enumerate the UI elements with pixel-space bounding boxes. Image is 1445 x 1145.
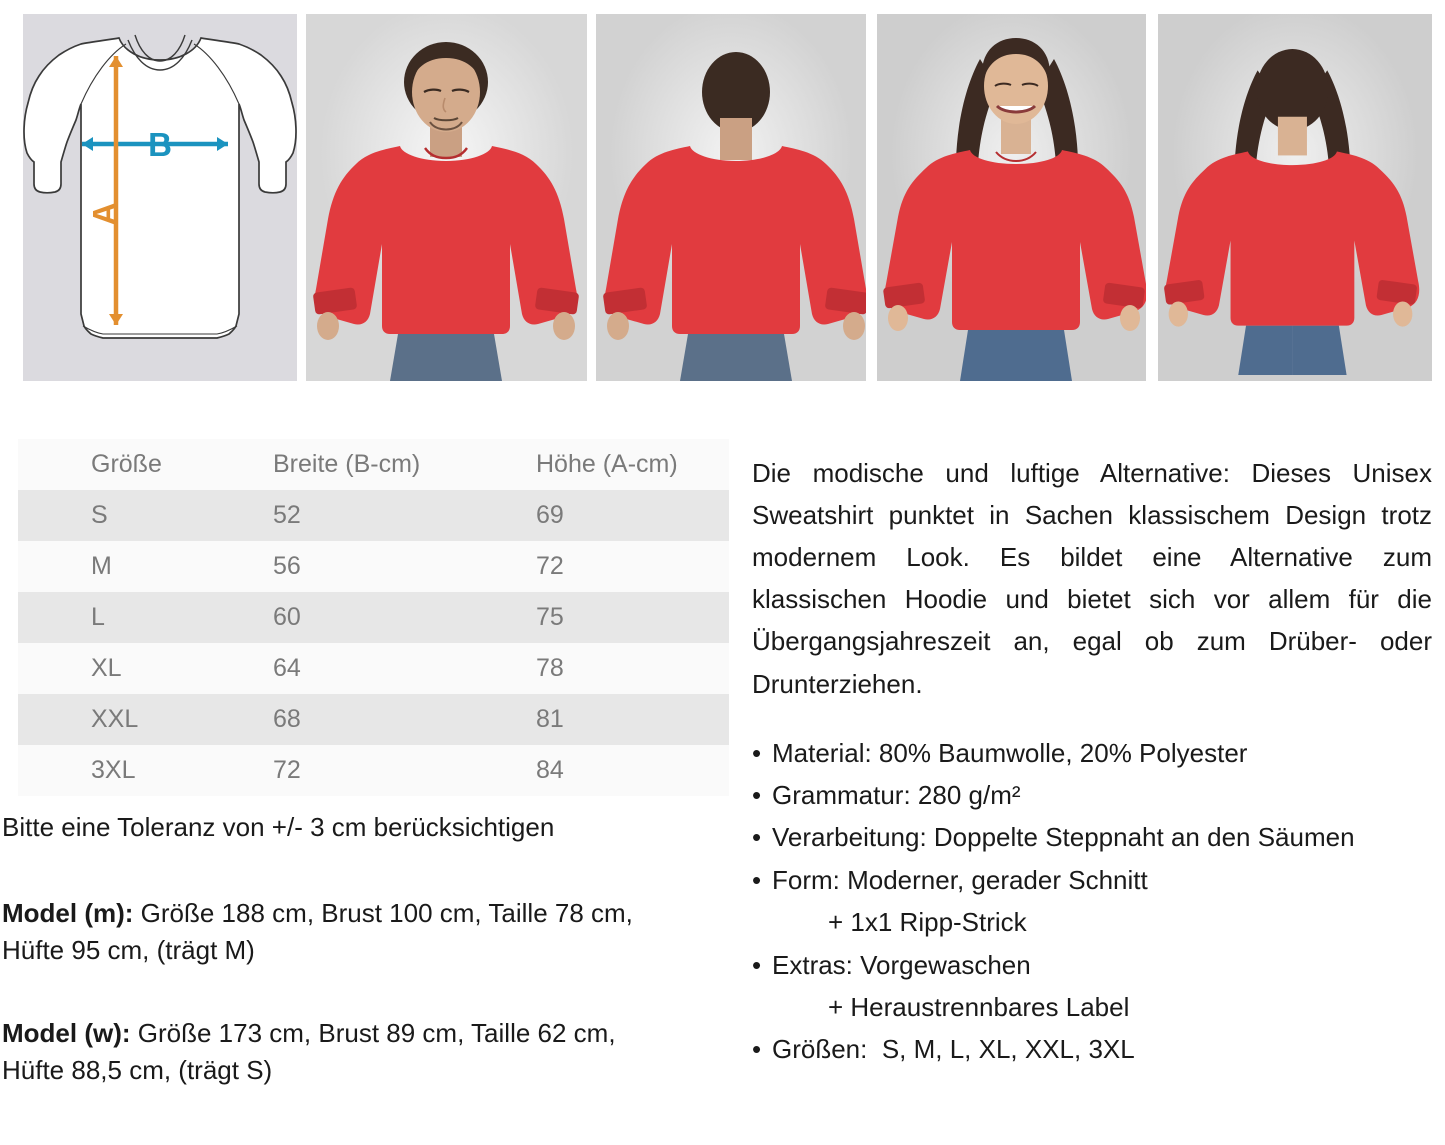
svg-text:A: A <box>86 202 123 226</box>
svg-text:B: B <box>148 126 172 163</box>
